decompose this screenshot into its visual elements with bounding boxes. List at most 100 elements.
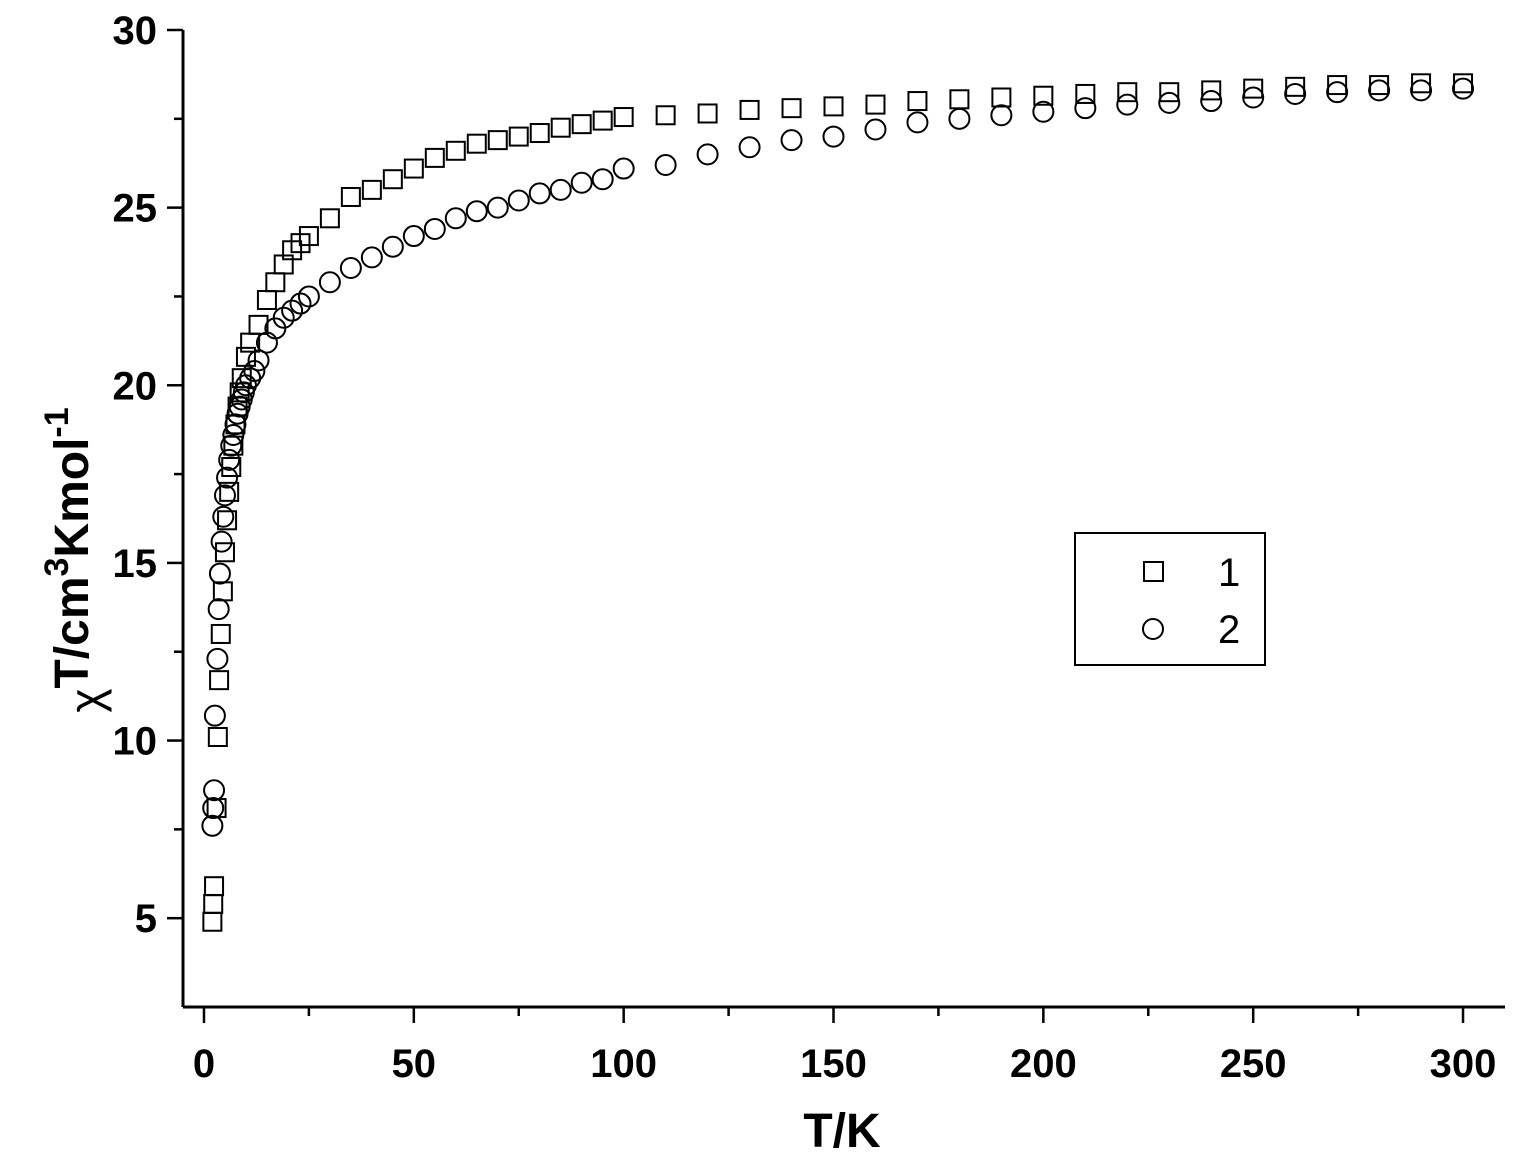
series-1-point	[265, 272, 286, 293]
series-2-point	[864, 118, 887, 141]
series-1-point	[319, 208, 340, 229]
series-2-point	[220, 434, 243, 457]
series-2-point	[423, 217, 446, 240]
series-1-point	[1117, 82, 1138, 103]
series-1-point	[217, 510, 238, 531]
series-1-point	[403, 158, 424, 179]
series-2-point	[210, 530, 233, 553]
series-2-point	[339, 257, 362, 280]
series-1-point	[209, 670, 230, 691]
series-1-point	[739, 99, 760, 120]
x-tick-label: 300	[1430, 1042, 1497, 1086]
series-1-point	[1159, 82, 1180, 103]
series-2-point	[1200, 90, 1223, 113]
series-1-point	[508, 126, 529, 147]
series-2-point	[207, 598, 230, 621]
series-2-point	[216, 466, 239, 489]
series-1-point	[212, 581, 233, 602]
series-2-point	[203, 779, 226, 802]
series-2-point	[208, 562, 231, 585]
series-1-point	[550, 117, 571, 138]
y-tick-label: 20	[113, 364, 158, 408]
series-1-point	[256, 290, 277, 311]
series-2-point	[948, 107, 971, 130]
series-1-point	[592, 110, 613, 131]
series-2-point	[318, 271, 341, 294]
y-tick-label: 5	[135, 897, 157, 941]
series-1-point	[1075, 83, 1096, 104]
series-1-point	[204, 876, 225, 897]
series-2-point	[1326, 81, 1349, 104]
x-tick-label: 100	[590, 1042, 657, 1086]
series-1-point	[1453, 73, 1474, 94]
series-2-point	[281, 299, 304, 322]
series-2-point	[272, 306, 295, 329]
series-2-point	[222, 424, 245, 447]
series-1-point	[219, 481, 240, 502]
series-2-point	[1368, 79, 1391, 102]
series-2-point	[360, 246, 383, 269]
series-2-point	[822, 125, 845, 148]
series-2-point	[1158, 91, 1181, 114]
series-1-point	[361, 179, 382, 200]
series-1-point	[1243, 78, 1264, 99]
series-2-point	[224, 413, 247, 436]
series-2-point	[990, 104, 1013, 127]
series-1-point	[466, 133, 487, 154]
series-1-point	[298, 226, 319, 247]
series-2-markers	[201, 77, 1475, 837]
axes: 0 50 100 150 200 250 300 5 10 15 20 25 30	[113, 9, 1505, 1086]
series-2-point	[444, 207, 467, 230]
series-1-point	[529, 123, 550, 144]
series-1-point	[382, 169, 403, 190]
legend: 1 2	[1074, 532, 1266, 666]
series-2-point	[297, 285, 320, 308]
series-1-point	[207, 726, 228, 747]
y-axis-title-sup3: 3	[38, 558, 76, 577]
series-1-point	[202, 911, 223, 932]
series-1-point	[248, 314, 269, 335]
x-tick-label: 0	[193, 1042, 215, 1086]
series-1-point	[210, 623, 231, 644]
series-1-point	[991, 87, 1012, 108]
x-tick-label: 200	[1010, 1042, 1077, 1086]
series-2-point	[591, 168, 614, 191]
series-1-point	[1201, 80, 1222, 101]
y-ticks: 5 10 15 20 25 30	[113, 9, 183, 941]
series-1-point	[655, 105, 676, 126]
series-1-point	[1285, 76, 1306, 97]
series-2-point	[1242, 86, 1265, 109]
legend-label-series-1: 1	[1218, 551, 1240, 595]
series-2-point	[486, 196, 509, 219]
series-2-point	[1452, 77, 1475, 100]
series-2-point	[1284, 82, 1307, 105]
series-1-point	[1327, 75, 1348, 96]
x-ticks: 0 50 100 150 200 250 300	[193, 1007, 1497, 1086]
series-2-point	[465, 200, 488, 223]
y-tick-label: 30	[113, 9, 158, 53]
series-1-point	[487, 130, 508, 151]
series-2-point	[402, 225, 425, 248]
x-tick-label: 50	[392, 1042, 437, 1086]
series-1-point	[1369, 75, 1390, 96]
series-1-point	[697, 103, 718, 124]
series-2-point	[654, 154, 677, 177]
legend-label-series-2: 2	[1218, 608, 1240, 652]
y-axis-title-chi: χ	[60, 689, 112, 713]
series-2-point	[696, 143, 719, 166]
y-axis-title-mid: Kmol	[46, 438, 99, 558]
series-2-point	[201, 814, 224, 837]
series-2-point	[738, 136, 761, 159]
series-2-point	[1410, 79, 1433, 102]
series-2-point	[213, 484, 236, 507]
series-1-point	[571, 114, 592, 135]
series-1-point	[907, 91, 928, 112]
legend-box	[1074, 532, 1266, 666]
series-2-point	[206, 647, 229, 670]
y-tick-label: 10	[113, 720, 158, 764]
series-1-markers	[202, 73, 1474, 932]
series-2-point	[906, 111, 929, 134]
series-1-point	[823, 96, 844, 117]
series-2-point	[243, 360, 266, 383]
